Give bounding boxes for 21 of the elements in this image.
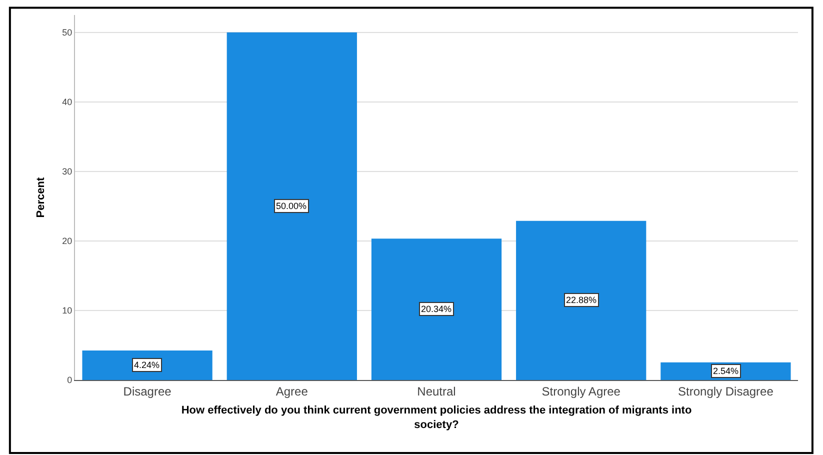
- y-tick-label: 30: [62, 166, 72, 177]
- bar: [226, 32, 357, 380]
- x-tick-label: Strongly Agree: [542, 384, 621, 398]
- bar: [371, 238, 502, 380]
- data-label: 4.24%: [134, 360, 160, 370]
- x-tick-label: Disagree: [123, 384, 172, 398]
- y-tick-label: 40: [62, 97, 72, 108]
- y-tick-label: 0: [67, 375, 72, 386]
- data-label: 22.88%: [566, 295, 597, 305]
- bar: [516, 220, 646, 380]
- data-label: 50.00%: [276, 201, 307, 211]
- data-label: 2.54%: [713, 366, 739, 376]
- x-tick-label: Agree: [276, 384, 308, 398]
- y-tick-label: 10: [62, 306, 72, 316]
- data-label: 20.34%: [421, 304, 452, 314]
- x-axis-title: How effectively do you think current government policies address the integration of migrants into society?: [181, 404, 692, 431]
- y-axis-title: Percent: [34, 176, 47, 218]
- y-tick-label: 50: [62, 28, 72, 38]
- x-tick-label: Neutral: [417, 384, 456, 398]
- y-tick-label: 20: [62, 236, 72, 246]
- x-tick-label: Strongly Disagree: [678, 384, 774, 398]
